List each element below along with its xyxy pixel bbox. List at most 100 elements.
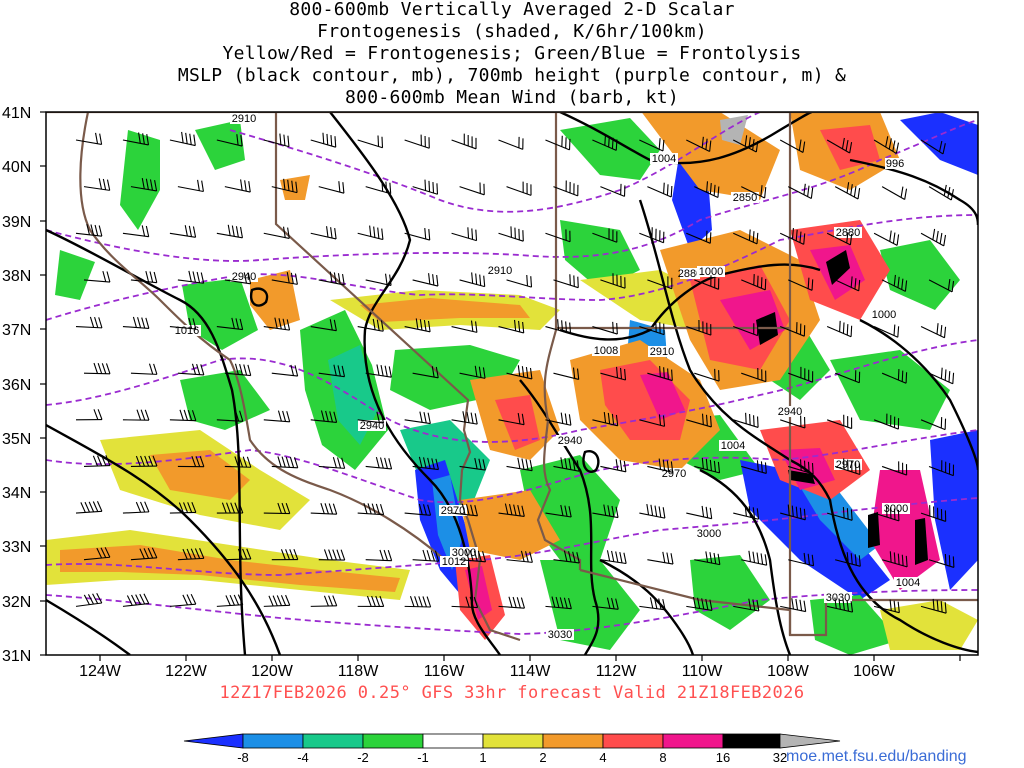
frontogenesis-shading	[46, 112, 978, 650]
lat-label: 32N	[2, 594, 31, 611]
wind-barb	[130, 363, 158, 375]
pressure-contour-labels: 1004 996 1000 1000 1008 1016 1012 1004 1…	[173, 153, 922, 589]
wind-barb	[365, 549, 393, 562]
wind-barb	[412, 549, 440, 562]
colorbar-bin	[542, 733, 604, 749]
wind-barb	[83, 178, 111, 191]
mslp-contours	[46, 112, 978, 655]
wind-barb	[741, 367, 767, 383]
colorbar-label: 32	[773, 750, 787, 765]
wind-barb	[920, 139, 946, 155]
wind-barb	[357, 595, 385, 607]
lat-label: 38N	[2, 268, 31, 285]
lon-label: 114W	[510, 663, 552, 680]
colorbar-label: 2	[539, 750, 546, 765]
wind-barb	[545, 596, 572, 610]
wind-barb	[310, 502, 338, 515]
wind-barb	[216, 594, 244, 607]
wind-barb	[498, 319, 525, 334]
wind-barb	[404, 411, 431, 425]
wind-barb	[686, 505, 713, 520]
source-credit: moe.met.fsu.edu/banding	[786, 748, 967, 765]
wind-barb	[498, 596, 525, 609]
wind-barb	[788, 552, 815, 567]
wind-barb	[75, 409, 103, 421]
wind-barb	[498, 503, 525, 517]
wind-barb	[639, 138, 665, 152]
wind-barb	[920, 417, 947, 431]
wind-barb	[600, 183, 626, 197]
wind-barb	[827, 507, 853, 521]
wind-barb	[310, 595, 338, 607]
wind-barb	[826, 320, 853, 338]
wind-barb	[639, 503, 666, 519]
wind-barb	[271, 456, 299, 469]
wind-barb	[826, 137, 853, 154]
height-label: 2940	[360, 420, 384, 432]
lon-label: 124W	[79, 663, 122, 680]
wind-barb	[787, 183, 814, 199]
wind-barb	[357, 411, 385, 424]
wind-barb	[873, 136, 900, 154]
pressure-label: 1012	[442, 556, 466, 568]
wind-barb	[694, 457, 721, 474]
wind-barb	[553, 367, 580, 381]
colorbar-label: 16	[716, 750, 730, 765]
wind-barb	[451, 411, 478, 425]
wind-barb	[459, 272, 486, 288]
wind-barb	[412, 179, 439, 195]
wind-barb	[412, 273, 439, 287]
wind-barb	[365, 456, 393, 470]
wind-barb	[318, 364, 346, 378]
wind-barb	[873, 230, 900, 246]
wind-barb	[271, 272, 298, 285]
wind-barb	[733, 412, 759, 428]
wind-barb	[263, 594, 291, 607]
wind-barb	[169, 317, 197, 330]
wind-barb	[545, 135, 571, 151]
wind-barb	[216, 502, 244, 514]
wind-barb	[357, 502, 385, 516]
wind-barb	[873, 413, 900, 430]
wind-barb	[75, 223, 103, 237]
wind-barb	[506, 274, 533, 288]
lat-label: 33N	[2, 539, 31, 556]
wind-barb	[600, 550, 627, 565]
wind-barb	[412, 366, 439, 379]
wind-barb	[920, 228, 947, 247]
colorbar-bin	[422, 733, 484, 749]
wind-barb	[834, 370, 861, 384]
wind-barb	[686, 320, 712, 336]
height-label: 3000	[884, 503, 908, 515]
wind-barb	[780, 598, 807, 613]
wind-barb	[357, 318, 384, 332]
wind-barb	[741, 460, 767, 474]
wind-barb	[788, 459, 814, 475]
height-label: 2970	[662, 468, 686, 480]
wind-barb	[216, 410, 244, 422]
wind-barb	[177, 548, 205, 561]
wind-barb	[686, 596, 713, 611]
wind-barb	[639, 227, 665, 244]
colorbar-bin	[722, 733, 781, 749]
colorbar-bin	[302, 733, 364, 749]
wind-barb	[122, 501, 150, 514]
wind-barb	[169, 501, 197, 514]
wind-barb	[75, 501, 103, 514]
wind-barb	[928, 184, 954, 201]
wind-barb	[169, 409, 197, 422]
wind-barb	[357, 135, 384, 149]
wind-barb	[553, 550, 580, 564]
colorbar-label: -8	[237, 750, 249, 765]
wind-barb	[404, 227, 431, 241]
lon-label: 110W	[682, 663, 724, 680]
lon-label: 122W	[165, 663, 208, 680]
wind-barb	[130, 455, 158, 468]
wind-barb	[506, 550, 533, 563]
wind-barb	[271, 364, 299, 377]
wind-barb	[75, 316, 103, 329]
wind-barb	[404, 503, 432, 516]
wind-barb	[459, 182, 485, 196]
wind-barbs	[75, 131, 955, 614]
wind-barb	[600, 273, 626, 289]
